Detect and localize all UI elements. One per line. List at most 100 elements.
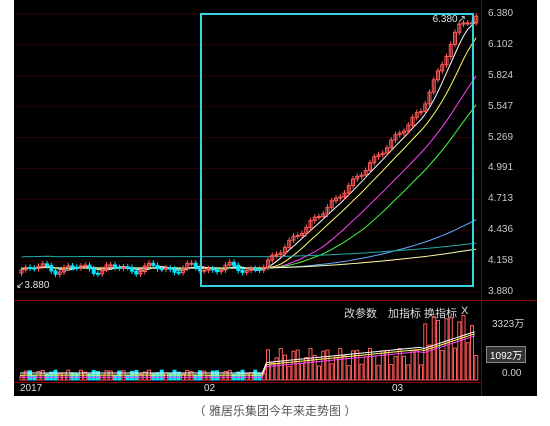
- price-axis-label: 3.880: [488, 286, 514, 297]
- volume-axis-current: 1092万: [486, 346, 527, 363]
- volume-bar: [295, 349, 300, 381]
- highlight-box: [200, 13, 474, 287]
- candle: [219, 269, 224, 273]
- candle: [70, 265, 75, 268]
- price-axis-separator: [481, 0, 482, 396]
- candle: [172, 268, 177, 273]
- price-axis-label: 6.380: [488, 8, 514, 19]
- volume-bar: [155, 372, 160, 381]
- candle: [355, 175, 360, 180]
- candle: [36, 265, 41, 270]
- volume-bar: [393, 356, 398, 381]
- volume-bar: [176, 371, 181, 381]
- date-label-feb: 02: [204, 383, 216, 394]
- volume-chart[interactable]: [14, 302, 481, 382]
- volume-bar: [342, 355, 347, 381]
- arrow-down-left-icon: ↙: [16, 280, 25, 291]
- candle: [253, 268, 258, 271]
- volume-bar: [164, 372, 168, 381]
- candle: [368, 162, 372, 171]
- volume-bar: [346, 365, 351, 381]
- candle: [215, 269, 219, 273]
- volume-bar: [236, 371, 241, 381]
- candle: [62, 267, 66, 273]
- candle: [151, 262, 156, 266]
- add-indicator-button[interactable]: 加指标: [388, 308, 421, 320]
- candle: [87, 264, 92, 270]
- candle: [74, 266, 79, 269]
- candle: [448, 43, 453, 58]
- volume-bar: [410, 350, 415, 381]
- price-chart[interactable]: [14, 0, 537, 300]
- candle: [130, 266, 134, 272]
- candle: [351, 178, 355, 187]
- candle: [261, 266, 266, 271]
- volume-bar: [372, 355, 377, 381]
- pane-separator: [14, 300, 537, 301]
- candle: [57, 271, 62, 275]
- candle: [321, 213, 326, 218]
- volume-bar: [206, 375, 211, 381]
- candle: [295, 234, 300, 237]
- candle: [461, 22, 466, 25]
- candle: [138, 271, 143, 275]
- candle: [283, 246, 287, 254]
- volume-bar: [419, 364, 423, 381]
- candle: [410, 116, 415, 126]
- volume-bar: [189, 371, 194, 381]
- candle: [423, 103, 428, 112]
- candle: [40, 263, 45, 267]
- candle: [147, 262, 151, 267]
- candle: [444, 56, 449, 66]
- change-params-button[interactable]: 改参数: [344, 308, 377, 320]
- candle: [453, 31, 457, 45]
- volume-bar: [444, 318, 449, 381]
- volume-axis-zero: 0.00: [502, 368, 522, 379]
- price-axis-label: 4.991: [488, 162, 514, 174]
- candle: [342, 192, 347, 198]
- candle: [346, 185, 351, 194]
- volume-bar: [223, 370, 228, 381]
- volume-bar: [270, 362, 275, 381]
- candle: [257, 268, 262, 271]
- candle: [100, 268, 105, 275]
- volume-bar: [96, 371, 100, 381]
- candle: [96, 272, 100, 275]
- volume-bar: [274, 357, 279, 381]
- volume-bar: [283, 354, 287, 381]
- candle: [287, 239, 292, 248]
- candle: [334, 197, 338, 202]
- candle: [363, 169, 368, 176]
- volume-bar: [368, 348, 372, 381]
- moving-average-line: [21, 21, 477, 271]
- volume-bar: [113, 375, 117, 381]
- close-button[interactable]: X: [461, 305, 469, 317]
- candle: [223, 264, 228, 271]
- volume-bar: [130, 371, 134, 381]
- volume-bar: [278, 348, 283, 381]
- candle: [359, 174, 364, 177]
- price-axis-label: 4.158: [488, 255, 514, 267]
- volume-bar: [70, 372, 75, 381]
- candle: [227, 261, 232, 266]
- volume-bar: [414, 350, 419, 381]
- candle: [104, 264, 109, 270]
- volume-bar: [402, 355, 406, 381]
- candle: [108, 264, 113, 267]
- moving-average-line: [21, 75, 477, 271]
- candle: [232, 261, 236, 266]
- volume-bar: [300, 362, 304, 381]
- candle: [312, 216, 317, 221]
- candle: [402, 130, 406, 134]
- price-axis-label: 5.547: [488, 100, 514, 112]
- candle: [53, 270, 58, 275]
- candle: [117, 266, 122, 269]
- candle: [206, 268, 211, 271]
- candle: [389, 139, 394, 149]
- volume-bar: [287, 365, 292, 381]
- price-axis-label: 4.713: [488, 193, 514, 205]
- candle: [300, 232, 304, 236]
- candle: [414, 112, 419, 118]
- moving-average-line: [21, 37, 477, 271]
- candle: [440, 64, 445, 72]
